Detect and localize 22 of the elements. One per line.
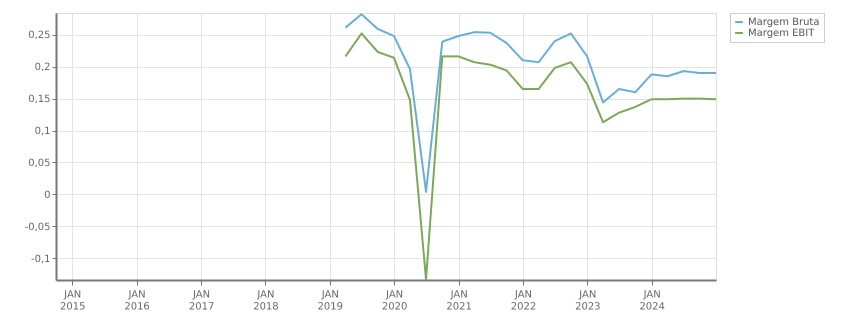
y-tick-label: 0,2 <box>34 62 50 74</box>
y-tick-label: 0,05 <box>28 158 50 169</box>
legend-label: Margem Bruta <box>748 17 820 28</box>
y-tick-label: -0,1 <box>30 254 50 265</box>
x-tick-label: JAN 2018 <box>253 290 279 312</box>
x-tick-label: JAN 2015 <box>60 290 86 312</box>
y-tick-label: 0 <box>44 190 50 201</box>
line-series <box>344 32 716 280</box>
x-tick-label: JAN 2021 <box>446 290 472 312</box>
x-tick-label: JAN 2016 <box>124 290 150 312</box>
x-tick-label: JAN 2020 <box>382 290 408 312</box>
legend-label: Margem EBIT <box>748 28 816 39</box>
y-tick-label: 0,1 <box>34 126 50 138</box>
x-tick-label: JAN 2017 <box>188 290 214 312</box>
x-tick-label: JAN 2023 <box>575 290 601 312</box>
y-tick-label: 0,15 <box>28 94 50 106</box>
x-tick-label: JAN 2022 <box>510 290 536 312</box>
x-tick-label: JAN 2019 <box>318 290 343 312</box>
x-tick-label: JAN 2024 <box>639 290 665 312</box>
y-tick-label: -0,05 <box>24 222 50 233</box>
line-series <box>344 13 716 193</box>
y-tick-label: 0,25 <box>28 30 50 42</box>
